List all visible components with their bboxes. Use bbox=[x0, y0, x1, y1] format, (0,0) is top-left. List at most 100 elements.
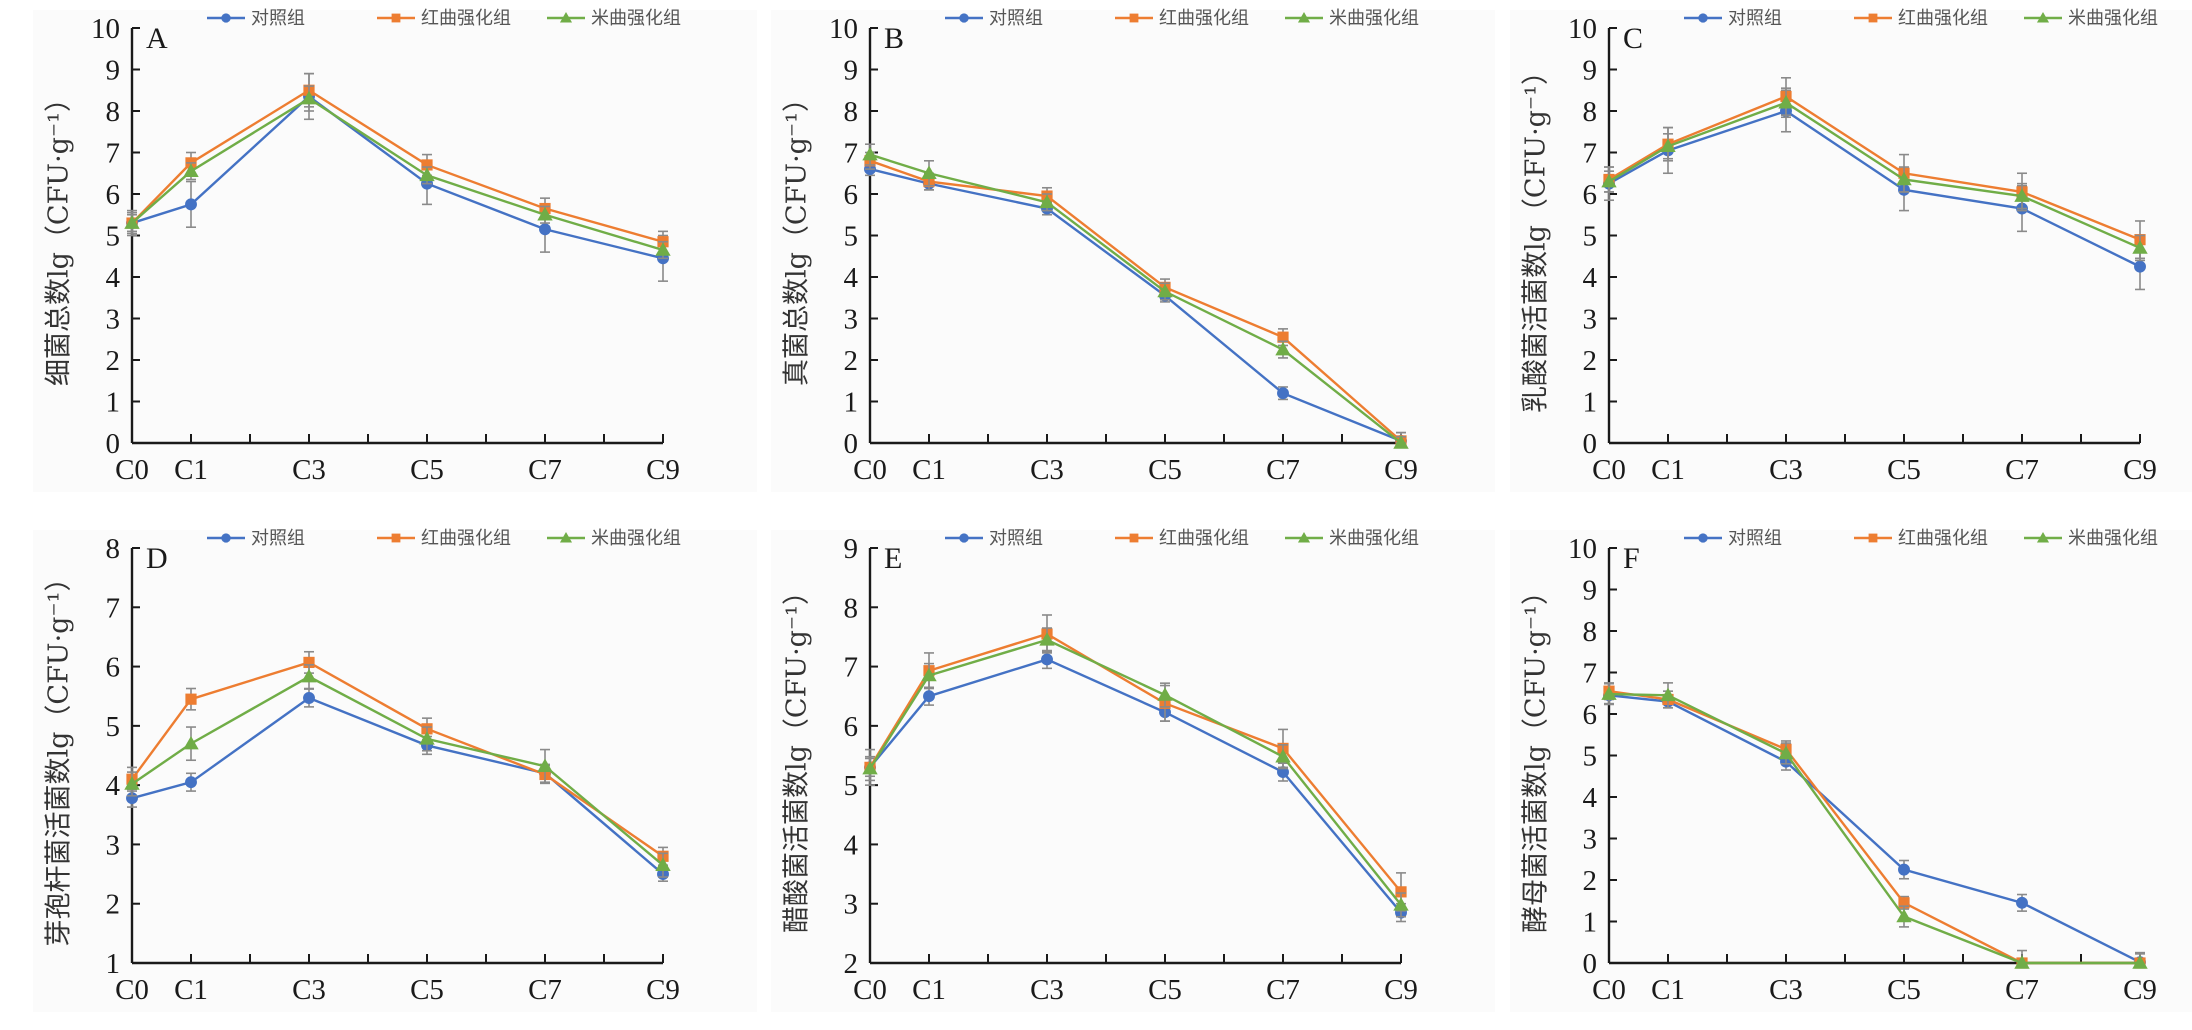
legend-label: 红曲强化组 bbox=[421, 8, 511, 29]
legend-item: 米曲强化组 bbox=[1285, 528, 1419, 549]
legend: 对照组 红曲强化组 米曲强化组 bbox=[945, 528, 1419, 549]
legend-item: 对照组 bbox=[1684, 528, 1782, 549]
data-point-triangle bbox=[1039, 194, 1055, 209]
data-point-triangle bbox=[1601, 173, 1617, 188]
data-point-triangle bbox=[1275, 748, 1291, 763]
y-tick-label: 1 bbox=[106, 948, 121, 980]
y-axis-title: 醋酸菌活菌数lg（CFU·g⁻¹） bbox=[781, 578, 812, 933]
y-tick-label: 8 bbox=[106, 533, 121, 565]
panel-background bbox=[771, 530, 1495, 1012]
y-tick-label: 2 bbox=[106, 345, 121, 377]
legend-item: 对照组 bbox=[207, 8, 305, 29]
panel-background bbox=[33, 530, 757, 1012]
legend-item: 米曲强化组 bbox=[547, 8, 681, 29]
x-tick-label: C5 bbox=[1887, 974, 1921, 1006]
legend-marker-triangle bbox=[1297, 11, 1311, 23]
y-tick-label: 5 bbox=[1583, 741, 1598, 773]
x-tick-label: C1 bbox=[174, 974, 208, 1006]
data-point-circle bbox=[1041, 653, 1053, 666]
y-tick-label: 4 bbox=[844, 262, 859, 294]
x-tick-label: C0 bbox=[115, 454, 149, 486]
series-line bbox=[869, 153, 1402, 444]
data-point-triangle bbox=[419, 167, 435, 182]
data-point-circle bbox=[185, 198, 197, 211]
legend-item: 米曲强化组 bbox=[2024, 528, 2158, 549]
panel-letter: D bbox=[146, 542, 168, 575]
legend-item: 红曲强化组 bbox=[1854, 8, 1988, 29]
y-tick-label: 8 bbox=[1583, 616, 1598, 648]
data-point-triangle bbox=[1896, 171, 1912, 186]
x-tick-label: C7 bbox=[1266, 454, 1300, 486]
y-tick-label: 10 bbox=[829, 13, 858, 45]
legend-marker-circle bbox=[959, 13, 969, 23]
legend-marker-square bbox=[391, 533, 401, 543]
panel-letter: A bbox=[146, 22, 168, 55]
y-tick-label: 5 bbox=[106, 221, 121, 253]
legend-marker-circle bbox=[959, 533, 969, 543]
legend-item: 红曲强化组 bbox=[377, 528, 511, 549]
y-tick-label: 10 bbox=[1568, 533, 1597, 565]
x-tick-label: C1 bbox=[912, 974, 946, 1006]
x-tick-label: C0 bbox=[853, 974, 887, 1006]
y-tick-label: 8 bbox=[844, 96, 859, 128]
x-tick-label: C5 bbox=[1887, 454, 1921, 486]
legend-label: 对照组 bbox=[1728, 528, 1782, 549]
legend-label: 米曲强化组 bbox=[591, 528, 681, 549]
x-tick-label: C3 bbox=[1030, 974, 1064, 1006]
series-line bbox=[131, 696, 664, 875]
legend: 对照组 红曲强化组 米曲强化组 bbox=[1684, 8, 2158, 29]
y-tick-label: 2 bbox=[1583, 865, 1598, 897]
panel-background bbox=[1510, 10, 2192, 492]
y-tick-label: 7 bbox=[106, 138, 121, 170]
x-tick-label: C7 bbox=[2005, 454, 2039, 486]
data-point-triangle bbox=[1778, 745, 1794, 760]
data-point-circle bbox=[185, 776, 197, 789]
data-point-triangle bbox=[921, 667, 937, 682]
legend-marker-square bbox=[1868, 533, 1878, 543]
y-tick-label: 4 bbox=[106, 770, 121, 802]
legend-marker-triangle bbox=[1297, 531, 1311, 543]
series-2 bbox=[124, 663, 671, 878]
y-tick-label: 3 bbox=[844, 304, 859, 336]
legend-label: 红曲强化组 bbox=[1159, 528, 1249, 549]
legend: 对照组 红曲强化组 米曲强化组 bbox=[1684, 528, 2158, 549]
data-point-circle bbox=[923, 690, 935, 703]
series-line bbox=[131, 661, 664, 858]
y-tick-label: 2 bbox=[1583, 345, 1598, 377]
data-point-triangle bbox=[124, 776, 140, 790]
x-tick-label: C3 bbox=[292, 454, 326, 486]
data-point-triangle bbox=[1039, 632, 1055, 646]
panel-a: 0 1 2 3 4 5 6 7 8 9 10 C0 C1 C3 C5 C7 C9 A 细菌总数lg（CFU·g⁻¹）… bbox=[33, 8, 757, 492]
panel-background bbox=[33, 10, 757, 492]
data-point-triangle bbox=[655, 857, 671, 871]
panel-e: 2 3 4 5 6 7 8 9 C0 C1 C3 C5 C7 C9 E 醋酸菌活菌数lg（CFU·g⁻¹） 对照… bbox=[771, 528, 1495, 1012]
series-line bbox=[131, 94, 664, 260]
y-tick-label: 1 bbox=[1583, 387, 1598, 419]
y-tick-label: 9 bbox=[1583, 575, 1598, 607]
series-line bbox=[131, 675, 664, 867]
y-axis-title: 芽孢杆菌活菌数lg（CFU·g⁻¹） bbox=[43, 564, 74, 946]
series-line bbox=[131, 88, 664, 243]
y-tick-label: 4 bbox=[106, 262, 121, 294]
legend-label: 米曲强化组 bbox=[1329, 528, 1419, 549]
y-tick-label: 10 bbox=[91, 13, 120, 45]
legend-item: 对照组 bbox=[945, 8, 1043, 29]
x-tick-label: C5 bbox=[410, 454, 444, 486]
data-point-circle bbox=[2016, 896, 2028, 909]
y-axis-title: 乳酸菌活菌数lg（CFU·g⁻¹） bbox=[1520, 58, 1551, 413]
series-line bbox=[1608, 694, 2141, 964]
series-2 bbox=[1601, 682, 2148, 969]
panel-letter: E bbox=[884, 542, 902, 575]
y-tick-label: 3 bbox=[106, 829, 121, 861]
y-tick-label: 0 bbox=[844, 428, 859, 460]
y-tick-label: 6 bbox=[1583, 179, 1598, 211]
x-tick-label: C0 bbox=[1592, 454, 1626, 486]
data-point-triangle bbox=[124, 215, 140, 229]
y-tick-label: 2 bbox=[106, 889, 121, 921]
x-tick-label: C5 bbox=[1148, 974, 1182, 1006]
x-tick-label: C3 bbox=[1769, 974, 1803, 1006]
panel-b: 0 1 2 3 4 5 6 7 8 9 10 C0 C1 C3 C5 C7 C9 B 真菌总数lg（CFU·g⁻¹）… bbox=[771, 8, 1495, 492]
data-point-square bbox=[185, 693, 197, 705]
x-tick-label: C7 bbox=[528, 454, 562, 486]
